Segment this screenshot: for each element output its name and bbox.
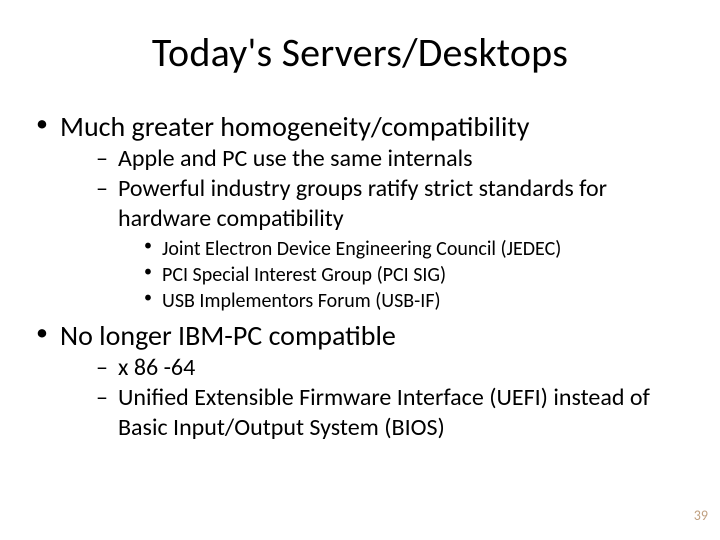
slide: Today's Servers/Desktops Much greater ho…: [0, 0, 720, 540]
sub-sub-list: Joint Electron Device Engineering Counci…: [118, 236, 692, 314]
sub-list: x 86 -64 Unified Extensible Firmware Int…: [60, 353, 692, 443]
list-item: USB Implementors Forum (USB-IF): [144, 288, 692, 314]
list-item-text: No longer IBM-PC compatible: [60, 318, 396, 353]
list-item-text: Joint Electron Device Engineering Counci…: [162, 237, 561, 261]
list-item-text: PCI Special Interest Group (PCI SIG): [162, 263, 446, 287]
bullet-list: Much greater homogeneity/compatibility A…: [28, 109, 692, 443]
list-item-text: Powerful industry groups ratify strict s…: [118, 174, 607, 233]
list-item: No longer IBM-PC compatible x 86 -64 Uni…: [36, 318, 692, 443]
page-number: 39: [694, 507, 708, 524]
sub-list: Apple and PC use the same internals Powe…: [60, 144, 692, 314]
list-item-text: x 86 -64: [118, 353, 195, 382]
list-item: x 86 -64: [96, 353, 692, 383]
list-item: Joint Electron Device Engineering Counci…: [144, 236, 692, 262]
list-item-text: Much greater homogeneity/compatibility: [60, 109, 529, 144]
list-item: Much greater homogeneity/compatibility A…: [36, 109, 692, 314]
list-item-text: Unified Extensible Firmware Interface (U…: [118, 383, 650, 442]
list-item-text: Apple and PC use the same internals: [118, 144, 473, 173]
list-item: PCI Special Interest Group (PCI SIG): [144, 262, 692, 288]
list-item: Unified Extensible Firmware Interface (U…: [96, 383, 692, 443]
list-item: Apple and PC use the same internals: [96, 144, 692, 174]
slide-title: Today's Servers/Desktops: [28, 28, 692, 77]
list-item: Powerful industry groups ratify strict s…: [96, 174, 692, 314]
list-item-text: USB Implementors Forum (USB-IF): [162, 289, 441, 313]
